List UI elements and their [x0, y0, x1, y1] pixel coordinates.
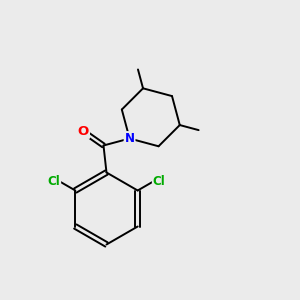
Text: Cl: Cl [153, 175, 166, 188]
Text: O: O [78, 125, 89, 138]
Text: N: N [124, 132, 135, 145]
Text: Cl: Cl [47, 175, 60, 188]
